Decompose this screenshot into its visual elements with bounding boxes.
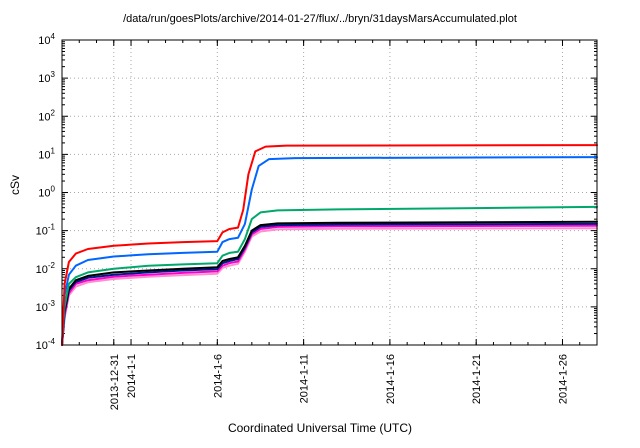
y-tick-label: 100 [38, 185, 55, 200]
x-tick-label: 2014-1-6 [212, 354, 224, 398]
y-tick-label: 10-3 [36, 299, 56, 314]
plot-border [61, 39, 598, 346]
y-tick-label: 104 [38, 32, 55, 47]
y-tick-label: 101 [38, 146, 55, 161]
series-line-red [61, 144, 598, 346]
series-line-pink [61, 227, 598, 346]
x-tick-label: 2014-1-11 [299, 354, 311, 403]
y-tick-label: 102 [38, 108, 55, 123]
series-line-navy [61, 222, 598, 346]
y-tick-label: 10-1 [36, 223, 56, 238]
series-line-black [61, 220, 598, 346]
series-line-green [61, 205, 598, 346]
x-axis-label: Coordinated Universal Time (UTC) [227, 421, 413, 435]
x-tick-label: 2014-1-26 [557, 354, 569, 404]
y-tick-label: 10-2 [36, 261, 56, 276]
y-tick-label: 10-4 [36, 337, 56, 352]
series-line-magenta [61, 224, 598, 346]
plot-title: /data/run/goesPlots/archive/2014-01-27/f… [123, 13, 517, 25]
x-tick-label: 2014-1-1 [126, 354, 138, 398]
x-tick-label: 2014-1-21 [471, 354, 483, 404]
y-tick-label: 103 [38, 70, 55, 85]
series-line-blue [61, 156, 598, 346]
x-tick-label: 2014-1-16 [385, 354, 397, 404]
x-tick-label: 2013-12-31 [109, 354, 121, 410]
